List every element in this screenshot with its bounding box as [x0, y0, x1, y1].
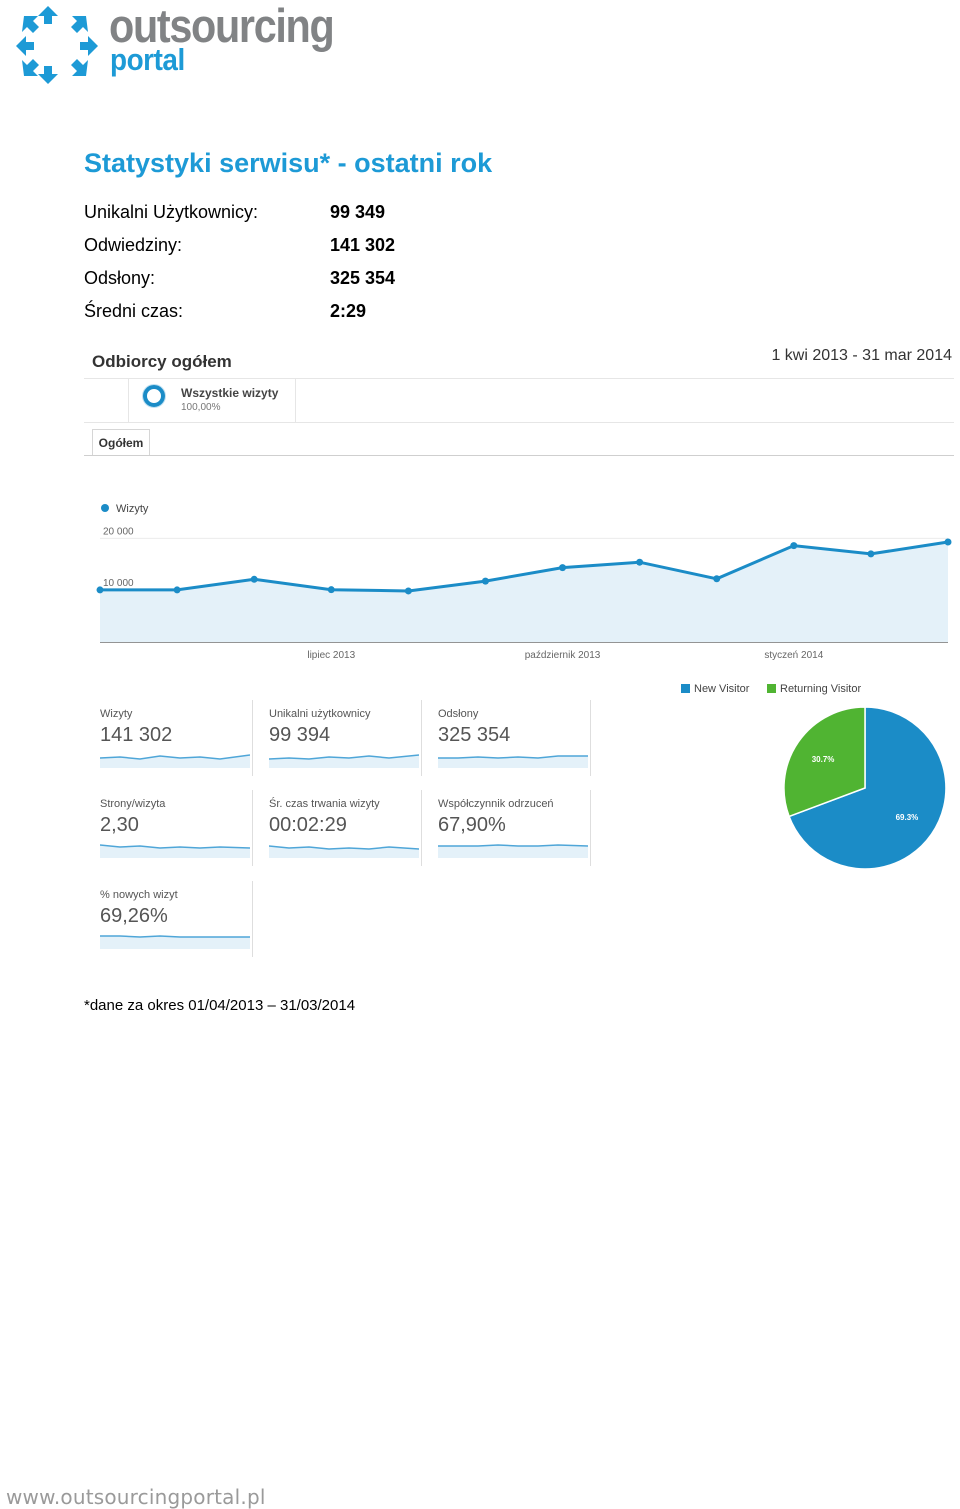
visits-series-line	[100, 540, 949, 593]
segment-selector: Wszystkie wizyty 100,00%	[128, 378, 296, 422]
metric-value: 67,90%	[438, 814, 506, 836]
metric-value: 2,30	[100, 814, 139, 836]
y-tick-label: 20 000	[103, 526, 134, 537]
metric-label: Wizyty	[100, 708, 133, 720]
legend-swatch	[767, 684, 776, 693]
visits-area-fill	[100, 542, 948, 642]
segment-percentage: 100,00%	[181, 402, 221, 413]
data-point-2014-03-01	[944, 538, 952, 546]
pie-slice-label: 30.7%	[812, 755, 835, 764]
legend-item-new-visitor: New Visitor	[681, 683, 749, 695]
footnote: *dane za okres 01/04/2013 – 31/03/2014	[84, 997, 356, 1014]
data-point-2013-05-01	[173, 586, 181, 594]
stat-label-pageviews: Odsłony:	[84, 268, 156, 288]
data-point-2013-07-01	[327, 586, 335, 594]
metric-tile-unique-users: Unikalni użytkownicy 99 394	[253, 700, 422, 776]
stat-value-avg-time: 2:29	[330, 301, 367, 321]
pie-slice-label: 69.3%	[896, 813, 919, 822]
legend-item-returning-visitor: Returning Visitor	[767, 683, 861, 695]
panel-title: Odbiorcy ogółem	[92, 352, 232, 371]
segment-name: Wszystkie wizyty	[181, 386, 279, 400]
metric-sparkline	[438, 755, 588, 768]
data-point-2013-08-01	[404, 587, 412, 595]
metric-tile-pageviews: Odsłony 325 354	[422, 700, 591, 776]
metric-sparkline	[100, 935, 250, 949]
metric-tile-bounce-rate: Współczynnik odrzuceń 67,90%	[422, 790, 591, 866]
panel-header: Odbiorcy ogółem 1 kwi 2013 - 31 mar 2014	[84, 338, 954, 379]
stat-label-visits: Odwiedziny:	[84, 235, 183, 255]
stat-value-unique-users: 99 349	[330, 202, 386, 222]
x-tick-label: październik 2013	[525, 650, 601, 661]
data-point-2013-10-01	[559, 564, 567, 572]
legend-marker-visits	[101, 504, 109, 512]
legend-label: Returning Visitor	[780, 683, 862, 695]
data-point-2013-06-01	[250, 575, 258, 583]
metric-value: 00:02:29	[269, 814, 347, 836]
metric-sparkline	[100, 844, 250, 858]
pie-slice-returning-visitor	[783, 706, 866, 818]
stat-value-visits: 141 302	[330, 235, 396, 255]
data-point-2014-02-01	[867, 550, 875, 558]
x-tick-label: styczeń 2014	[764, 650, 823, 661]
metric-label: Współczynnik odrzuceń	[438, 798, 554, 810]
logo-word-portal: portal	[110, 42, 185, 77]
pie-slice-new-visitor	[788, 706, 947, 870]
metric-label: % nowych wizyt	[100, 889, 178, 901]
metric-sparkline	[269, 754, 419, 768]
logo-arrows-icon	[16, 6, 98, 84]
stat-label-avg-time: Średni czas:	[84, 301, 184, 321]
logo-word-outsourcing: outsourcing	[109, 0, 335, 52]
metric-label: Unikalni użytkownicy	[269, 708, 371, 720]
divider	[84, 455, 954, 456]
visitor-type-pie-block: New Visitor Returning Visitor 69.3% 30.7%	[674, 683, 954, 893]
metric-value: 141 302	[100, 724, 173, 746]
date-range: 1 kwi 2013 - 31 mar 2014	[771, 347, 952, 364]
metric-sparkline	[438, 844, 588, 858]
metric-tile-new-visits: % nowych wizyt 69,26%	[84, 881, 253, 957]
metric-tile-pages-per-visit: Strony/wizyta 2,30	[84, 790, 253, 866]
stat-value-pageviews: 325 354	[330, 268, 396, 288]
metric-label: Strony/wizyta	[100, 798, 166, 810]
outsourcing-portal-logo: outsourcing portal	[14, 0, 344, 88]
metric-value: 69,26%	[100, 905, 168, 927]
website-url: www.outsourcingportal.pl	[6, 1485, 266, 1509]
metric-sparkline	[269, 845, 419, 858]
x-tick-label: lipiec 2013	[307, 650, 355, 661]
data-point-2013-09-01	[481, 577, 489, 585]
legend-label: New Visitor	[694, 683, 750, 695]
visitor-type-pie-chart: 69.3% 30.7%	[783, 706, 947, 870]
metric-value: 325 354	[438, 724, 511, 746]
y-tick-label: 10 000	[103, 578, 134, 589]
page-title: Statystyki serwisu* - ostatni rok	[84, 148, 493, 178]
data-point-2013-11-01	[636, 558, 644, 566]
metric-label: Śr. czas trwania wizyty	[269, 798, 380, 810]
stat-label-unique-users: Unikalni Użytkownicy:	[84, 202, 259, 222]
metric-tile-avg-session: Śr. czas trwania wizyty 00:02:29	[253, 790, 422, 866]
data-point-2013-04-01	[96, 586, 104, 594]
segment-donut-icon	[143, 385, 165, 407]
tab-overview: Ogółem	[92, 429, 150, 456]
metric-sparkline	[100, 754, 250, 768]
analytics-screenshot-panel: Odbiorcy ogółem 1 kwi 2013 - 31 mar 2014…	[84, 338, 954, 963]
data-point-2013-12-01	[713, 575, 721, 583]
divider	[84, 422, 954, 423]
legend-label-visits: Wizyty	[116, 503, 149, 515]
metric-tile-visits: Wizyty 141 302	[84, 700, 253, 776]
data-point-2014-01-01	[790, 542, 798, 550]
metric-value: 99 394	[269, 724, 331, 746]
visits-line-chart: Wizyty 20 000 10 000 lipiec 2013 październ…	[96, 503, 952, 661]
metric-label: Odsłony	[438, 708, 479, 720]
legend-swatch	[681, 684, 690, 693]
